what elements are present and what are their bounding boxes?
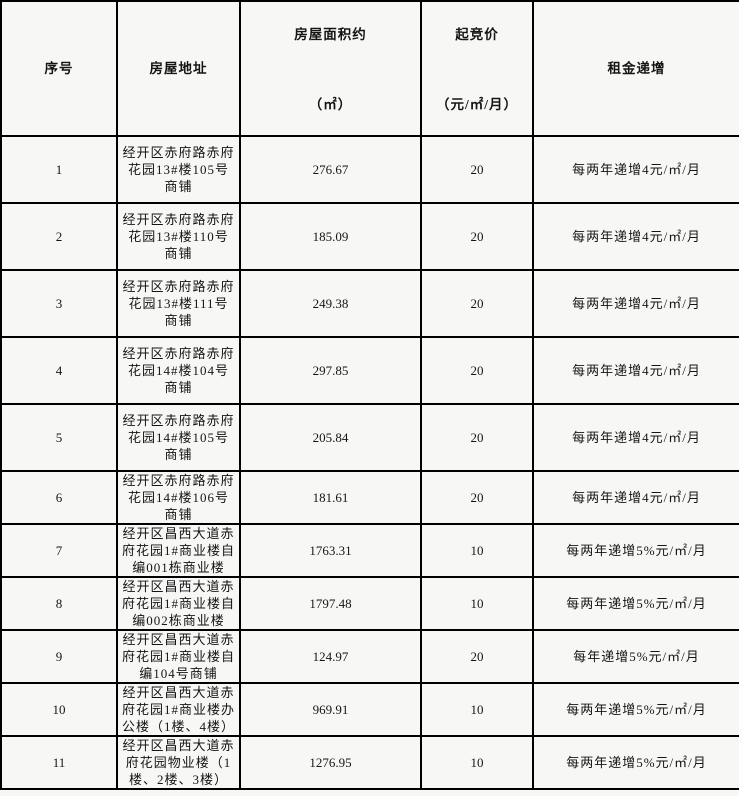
table-body: 1 经开区赤府路赤府花园13#楼105号商铺 276.67 20 每两年递增4元/㎡/月… — [0, 135, 739, 790]
table-row: 6 经开区赤府路赤府花园14#楼106号商铺 181.61 20 每两年递增4元/㎡/月 — [0, 470, 739, 525]
cell-index: 11 — [0, 735, 118, 790]
col-header-price: 起竞价 （元/㎡/月） — [420, 0, 534, 137]
cell-address: 经开区赤府路赤府花园14#楼105号商铺 — [116, 403, 241, 472]
cell-index: 4 — [0, 336, 118, 405]
cell-address: 经开区赤府路赤府花园14#楼106号商铺 — [116, 470, 241, 525]
cell-rent: 每两年递增4元/㎡/月 — [532, 135, 739, 204]
table-row: 1 经开区赤府路赤府花园13#楼105号商铺 276.67 20 每两年递增4元/㎡/月 — [0, 135, 739, 204]
cell-rent: 每两年递增4元/㎡/月 — [532, 403, 739, 472]
table-row: 4 经开区赤府路赤府花园14#楼104号商铺 297.85 20 每两年递增4元/㎡/月 — [0, 336, 739, 405]
col-header-price-label: 起竞价 — [455, 27, 499, 42]
cell-area: 276.67 — [239, 135, 422, 204]
cell-index: 8 — [0, 576, 118, 631]
cell-price: 20 — [420, 629, 534, 684]
cell-address: 经开区赤府路赤府花园14#楼104号商铺 — [116, 336, 241, 405]
cell-address: 经开区昌西大道赤府花园1#商业楼自编001栋商业楼 — [116, 523, 241, 578]
cell-address: 经开区昌西大道赤府花园1#商业楼办公楼（1楼、4楼） — [116, 682, 241, 737]
col-header-index: 序号 — [0, 0, 118, 137]
cell-index: 2 — [0, 202, 118, 271]
table-row: 3 经开区赤府路赤府花园13#楼111号商铺 249.38 20 每两年递增4元/㎡/月 — [0, 269, 739, 338]
cell-rent: 每两年递增5%元/㎡/月 — [532, 682, 739, 737]
cell-area: 1763.31 — [239, 523, 422, 578]
cell-area: 181.61 — [239, 470, 422, 525]
table-row: 5 经开区赤府路赤府花园14#楼105号商铺 205.84 20 每两年递增4元/㎡/月 — [0, 403, 739, 472]
col-header-price-lines: 起竞价 （元/㎡/月） — [423, 3, 531, 134]
cell-address: 经开区赤府路赤府花园13#楼105号商铺 — [116, 135, 241, 204]
cell-price: 20 — [420, 269, 534, 338]
cell-area: 249.38 — [239, 269, 422, 338]
cell-index: 6 — [0, 470, 118, 525]
cell-rent: 每两年递增4元/㎡/月 — [532, 269, 739, 338]
cell-rent: 每两年递增5%元/㎡/月 — [532, 735, 739, 790]
cell-rent: 每两年递增5%元/㎡/月 — [532, 523, 739, 578]
cell-address: 经开区赤府路赤府花园13#楼111号商铺 — [116, 269, 241, 338]
table-row: 9 经开区昌西大道赤府花园1#商业楼自编104号商铺 124.97 20 每年递增5%元… — [0, 629, 739, 684]
cell-rent: 每两年递增4元/㎡/月 — [532, 470, 739, 525]
cell-area: 185.09 — [239, 202, 422, 271]
cell-area: 1276.95 — [239, 735, 422, 790]
cell-area: 205.84 — [239, 403, 422, 472]
cell-price: 10 — [420, 576, 534, 631]
cell-price: 20 — [420, 403, 534, 472]
cell-area: 297.85 — [239, 336, 422, 405]
cell-rent: 每年递增5%元/㎡/月 — [532, 629, 739, 684]
table-row: 11 经开区昌西大道赤府花园物业楼（1楼、2楼、3楼） 1276.95 10 每两年递增… — [0, 735, 739, 790]
cell-address: 经开区昌西大道赤府花园1#商业楼自编002栋商业楼 — [116, 576, 241, 631]
table-row: 2 经开区赤府路赤府花园13#楼110号商铺 185.09 20 每两年递增4元/㎡/月 — [0, 202, 739, 271]
cell-price: 10 — [420, 523, 534, 578]
cell-price: 10 — [420, 682, 534, 737]
table-row: 10 经开区昌西大道赤府花园1#商业楼办公楼（1楼、4楼） 969.91 10 每两年递… — [0, 682, 739, 737]
cell-area: 969.91 — [239, 682, 422, 737]
cell-rent: 每两年递增5%元/㎡/月 — [532, 576, 739, 631]
cell-index: 10 — [0, 682, 118, 737]
cell-area: 1797.48 — [239, 576, 422, 631]
col-header-address-label: 房屋地址 — [149, 61, 208, 76]
col-header-address: 房屋地址 — [116, 0, 241, 137]
cell-index: 3 — [0, 269, 118, 338]
cell-address: 经开区昌西大道赤府花园物业楼（1楼、2楼、3楼） — [116, 735, 241, 790]
cell-index: 1 — [0, 135, 118, 204]
cell-rent: 每两年递增4元/㎡/月 — [532, 202, 739, 271]
table-header-row: 序号 房屋地址 房屋面积约 （㎡） 起竞价 （元/㎡/月） 租金递增 — [0, 0, 739, 137]
cell-index: 9 — [0, 629, 118, 684]
cell-price: 20 — [420, 135, 534, 204]
table-row: 7 经开区昌西大道赤府花园1#商业楼自编001栋商业楼 1763.31 10 每两年递增… — [0, 523, 739, 578]
cell-index: 7 — [0, 523, 118, 578]
cell-price: 20 — [420, 336, 534, 405]
col-header-area: 房屋面积约 （㎡） — [239, 0, 422, 137]
col-header-price-unit: （元/㎡/月） — [435, 97, 518, 112]
cell-price: 20 — [420, 202, 534, 271]
col-header-area-lines: 房屋面积约 （㎡） — [242, 3, 419, 134]
cell-rent: 每两年递增4元/㎡/月 — [532, 336, 739, 405]
cell-price: 10 — [420, 735, 534, 790]
cell-address: 经开区昌西大道赤府花园1#商业楼自编104号商铺 — [116, 629, 241, 684]
cell-price: 20 — [420, 470, 534, 525]
col-header-rent: 租金递增 — [532, 0, 739, 137]
cell-index: 5 — [0, 403, 118, 472]
col-header-area-label: 房屋面积约 — [294, 27, 367, 42]
col-header-area-unit: （㎡） — [308, 97, 353, 112]
cell-area: 124.97 — [239, 629, 422, 684]
table-row: 8 经开区昌西大道赤府花园1#商业楼自编002栋商业楼 1797.48 10 每两年递增… — [0, 576, 739, 631]
cell-address: 经开区赤府路赤府花园13#楼110号商铺 — [116, 202, 241, 271]
col-header-index-label: 序号 — [44, 61, 74, 76]
col-header-rent-label: 租金递增 — [607, 61, 666, 76]
